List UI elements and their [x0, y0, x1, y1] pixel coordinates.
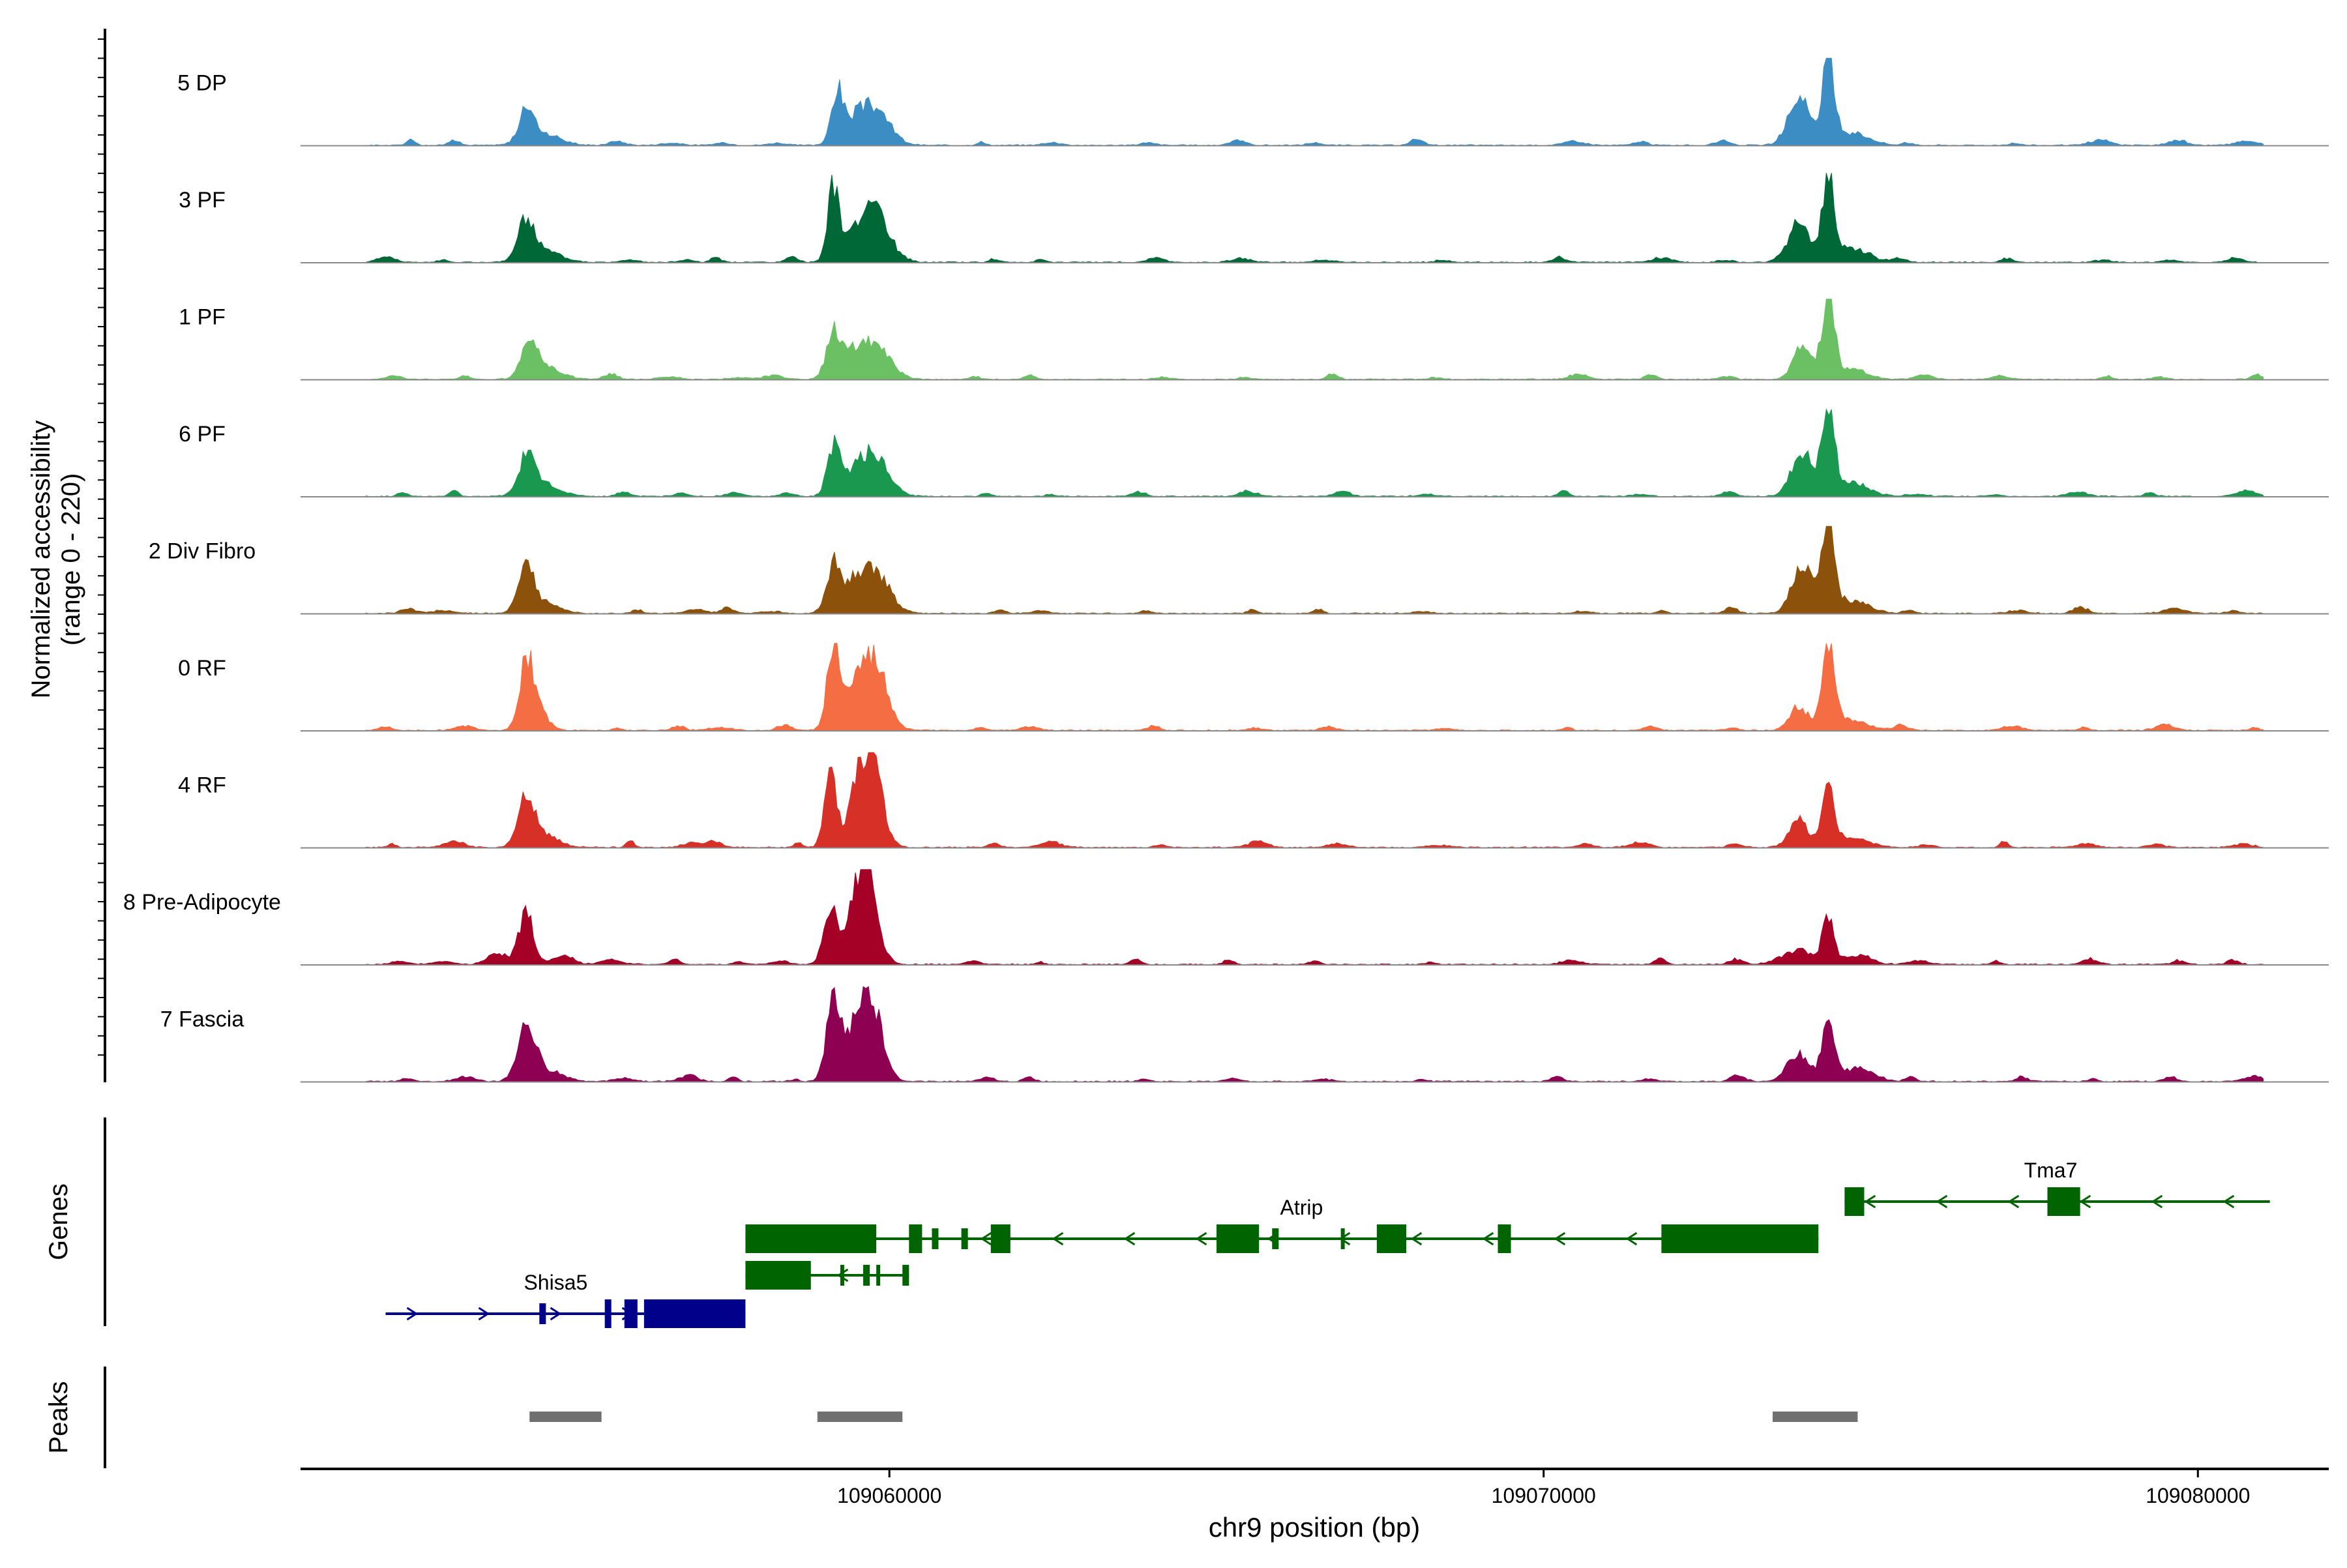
track-4: 2 Div Fibro [149, 525, 2329, 615]
exon [863, 1265, 870, 1286]
track-label-1: 3 PF [179, 188, 226, 213]
x-tick-label: 109080000 [2146, 1484, 2250, 1507]
coverage-area-1 [365, 173, 2264, 263]
strand-arrow [1864, 1194, 1876, 1209]
track-label-8: 7 Fascia [160, 1007, 244, 1032]
strand-arrow [2007, 1194, 2020, 1209]
exon [909, 1224, 923, 1253]
x-axis-ticks: 109060000 109070000 109080000 [837, 1469, 2250, 1507]
x-tick-label: 109060000 [837, 1484, 941, 1507]
y-axis-range-label: (range 0 - 220) [57, 473, 85, 646]
exon [1376, 1224, 1406, 1253]
y-axis-label: Normalized accessibility [27, 421, 55, 699]
strand-arrow [1195, 1232, 1207, 1246]
track-1: 3 PF [179, 173, 2329, 263]
strand-arrow [1123, 1232, 1136, 1246]
exon [1216, 1224, 1260, 1253]
track-0: 5 DP [177, 57, 2329, 147]
exon [990, 1224, 1011, 1253]
track-6: 4 RF [178, 752, 2329, 849]
track-7: 8 Pre-Adipocyte [123, 869, 2329, 966]
exon [961, 1228, 968, 1249]
exon [1844, 1187, 1865, 1216]
strand-arrow [1936, 1194, 1948, 1209]
gene-label-tma7: Tma7 [2024, 1159, 2078, 1182]
tracks-layer: 5 DP 3 PF 1 PF 6 PF 2 Div Fibro 0 RF 4 RF 8 Pre… [123, 57, 2329, 1083]
strand-arrow [1482, 1232, 1494, 1246]
track-5: 0 RF [178, 643, 2329, 732]
gene-label-shisa5: Shisa5 [524, 1271, 587, 1294]
coverage-area-3 [365, 407, 2264, 497]
peak-bar-2 [1772, 1412, 1858, 1422]
strand-arrow [2079, 1194, 2091, 1209]
coverage-area-6 [365, 752, 2264, 849]
coverage-area-8 [365, 986, 2264, 1083]
strand-arrow [2151, 1194, 2163, 1209]
strand-arrow [980, 1232, 992, 1246]
gene-tma7: Tma7 [1844, 1159, 2270, 1216]
exon [539, 1303, 546, 1324]
track-label-6: 4 RF [178, 773, 226, 798]
exon [932, 1228, 939, 1249]
coverage-area-2 [365, 299, 2264, 381]
gene-shisa5: Shisa5 [385, 1271, 746, 1328]
track-label-0: 5 DP [177, 71, 227, 96]
genes-layer: Shisa5Trex1AtripTma7 [385, 1159, 2270, 1328]
x-axis-label: chr9 position (bp) [1209, 1512, 1421, 1543]
strand-arrow [406, 1307, 419, 1321]
strand-arrow [1338, 1232, 1351, 1246]
track-label-4: 2 Div Fibro [149, 539, 256, 564]
exon [745, 1224, 877, 1253]
exon [745, 1261, 811, 1290]
exon [902, 1265, 909, 1286]
track-label-3: 6 PF [179, 422, 226, 447]
genes-axis-label: Genes [44, 1183, 73, 1260]
track-label-7: 8 Pre-Adipocyte [123, 890, 281, 915]
coverage-area-7 [365, 869, 2264, 966]
coverage-area-4 [365, 525, 2264, 615]
strand-arrow [836, 1268, 849, 1282]
peak-bar-0 [529, 1412, 602, 1422]
exon [1272, 1228, 1279, 1249]
peaks-axis-label: Peaks [44, 1381, 73, 1453]
exon [1340, 1228, 1345, 1249]
strand-arrow [550, 1307, 562, 1321]
peak-bar-1 [817, 1412, 903, 1422]
track-label-5: 0 RF [178, 656, 226, 681]
y-axis-ticks [98, 38, 105, 1056]
strand-arrow [2222, 1194, 2235, 1209]
track-8: 7 Fascia [160, 986, 2329, 1083]
gene-atrip: Atrip [745, 1196, 1819, 1253]
strand-arrow [1625, 1232, 1638, 1246]
track-2: 1 PF [179, 299, 2329, 381]
exon [840, 1265, 844, 1286]
exon [643, 1299, 746, 1328]
exon [624, 1299, 638, 1328]
gene-label-atrip: Atrip [1280, 1196, 1323, 1219]
strand-arrow [478, 1307, 490, 1321]
exon [1498, 1224, 1511, 1253]
exon [604, 1299, 612, 1328]
coverage-area-5 [365, 643, 2264, 732]
strand-arrow [1410, 1232, 1423, 1246]
track-3: 6 PF [179, 407, 2329, 497]
exon [876, 1265, 881, 1286]
coverage-area-0 [365, 57, 2264, 147]
x-tick-label: 109070000 [1492, 1484, 1596, 1507]
strand-arrow [1052, 1232, 1064, 1246]
exon [2047, 1187, 2080, 1216]
peaks-layer [529, 1412, 1858, 1422]
track-label-2: 1 PF [179, 305, 226, 330]
strand-arrow [1554, 1232, 1566, 1246]
exon [1661, 1224, 1819, 1253]
